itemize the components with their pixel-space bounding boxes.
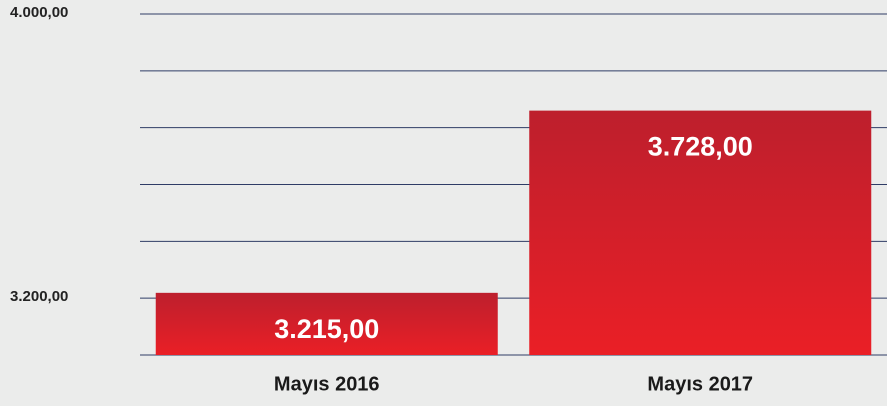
x-tick-label: Mayıs 2016 <box>274 373 380 395</box>
y-tick-label: 4.000,00 <box>10 4 68 21</box>
bar <box>529 110 872 355</box>
y-tick-label: 3.200,00 <box>10 288 68 305</box>
x-tick-label: Mayıs 2017 <box>647 373 753 395</box>
value-label: 3.215,00 <box>274 314 379 344</box>
value-label: 3.728,00 <box>648 132 753 162</box>
bar <box>155 292 498 355</box>
